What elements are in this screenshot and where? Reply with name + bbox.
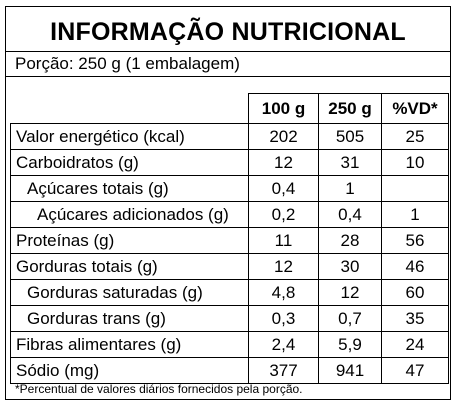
value-per-250g: 28 xyxy=(318,227,382,254)
value-per-250g: 5,9 xyxy=(318,331,382,358)
value-vd: 47 xyxy=(381,357,449,384)
value-per-100g: 4,8 xyxy=(248,279,319,306)
table-row: Gorduras trans (g) 0,3 0,7 35 xyxy=(10,305,449,332)
value-vd: 25 xyxy=(381,123,449,150)
value-per-250g: 30 xyxy=(318,253,382,280)
table-row: Açúcares totais (g) 0,4 1 xyxy=(10,175,449,202)
header-blank-cell xyxy=(10,93,249,124)
value-per-100g: 202 xyxy=(248,123,319,150)
value-per-100g: 12 xyxy=(248,253,319,280)
value-per-250g: 941 xyxy=(318,357,382,384)
value-per-100g: 0,2 xyxy=(248,201,319,228)
value-per-100g: 12 xyxy=(248,149,319,176)
value-per-100g: 0,4 xyxy=(248,175,319,202)
title-divider xyxy=(6,51,450,52)
value-vd xyxy=(381,175,449,202)
row-label: Gorduras trans (g) xyxy=(10,305,249,332)
value-vd: 35 xyxy=(381,305,449,332)
value-per-100g: 0,3 xyxy=(248,305,319,332)
header-per-100g: 100 g xyxy=(248,93,319,124)
vd-footnote: *Percentual de valores diários fornecido… xyxy=(15,382,303,396)
value-per-100g: 377 xyxy=(248,357,319,384)
table-row: Sódio (mg) 377 941 47 xyxy=(10,357,449,384)
row-label: Açúcares adicionados (g) xyxy=(10,201,249,228)
table-row: Gorduras saturadas (g) 4,8 12 60 xyxy=(10,279,449,306)
value-per-250g: 505 xyxy=(318,123,382,150)
table-row: Carboidratos (g) 12 31 10 xyxy=(10,149,449,176)
value-per-250g: 0,4 xyxy=(318,201,382,228)
header-per-250g: 250 g xyxy=(318,93,382,124)
table-row: Gorduras totais (g) 12 30 46 xyxy=(10,253,449,280)
row-label: Gorduras totais (g) xyxy=(10,253,249,280)
nutrition-facts-label: INFORMAÇÃO NUTRICIONAL Porção: 250 g (1 … xyxy=(5,6,451,400)
value-per-250g: 0,7 xyxy=(318,305,382,332)
table-row: Valor energético (kcal) 202 505 25 xyxy=(10,123,449,150)
value-vd: 60 xyxy=(381,279,449,306)
row-label: Proteínas (g) xyxy=(10,227,249,254)
value-vd: 24 xyxy=(381,331,449,358)
header-vd: %VD* xyxy=(381,93,449,124)
row-label: Açúcares totais (g) xyxy=(10,175,249,202)
row-label: Valor energético (kcal) xyxy=(10,123,249,150)
value-per-250g: 12 xyxy=(318,279,382,306)
value-vd: 56 xyxy=(381,227,449,254)
value-vd: 1 xyxy=(381,201,449,228)
value-per-100g: 11 xyxy=(248,227,319,254)
portion-divider xyxy=(6,76,450,77)
value-vd: 46 xyxy=(381,253,449,280)
row-label: Gorduras saturadas (g) xyxy=(10,279,249,306)
row-label: Carboidratos (g) xyxy=(10,149,249,176)
value-vd: 10 xyxy=(381,149,449,176)
portion-size: Porção: 250 g (1 embalagem) xyxy=(15,54,240,73)
table-row: Proteínas (g) 11 28 56 xyxy=(10,227,449,254)
table-row: Fibras alimentares (g) 2,4 5,9 24 xyxy=(10,331,449,358)
value-per-250g: 31 xyxy=(318,149,382,176)
label-title: INFORMAÇÃO NUTRICIONAL xyxy=(50,18,406,46)
value-per-250g: 1 xyxy=(318,175,382,202)
table-header-row: 100 g 250 g %VD* xyxy=(10,93,449,124)
row-label: Fibras alimentares (g) xyxy=(10,331,249,358)
row-label: Sódio (mg) xyxy=(10,357,249,384)
value-per-100g: 2,4 xyxy=(248,331,319,358)
nutrition-table: 100 g 250 g %VD* Valor energético (kcal)… xyxy=(10,93,449,384)
table-row: Açúcares adicionados (g) 0,2 0,4 1 xyxy=(10,201,449,228)
